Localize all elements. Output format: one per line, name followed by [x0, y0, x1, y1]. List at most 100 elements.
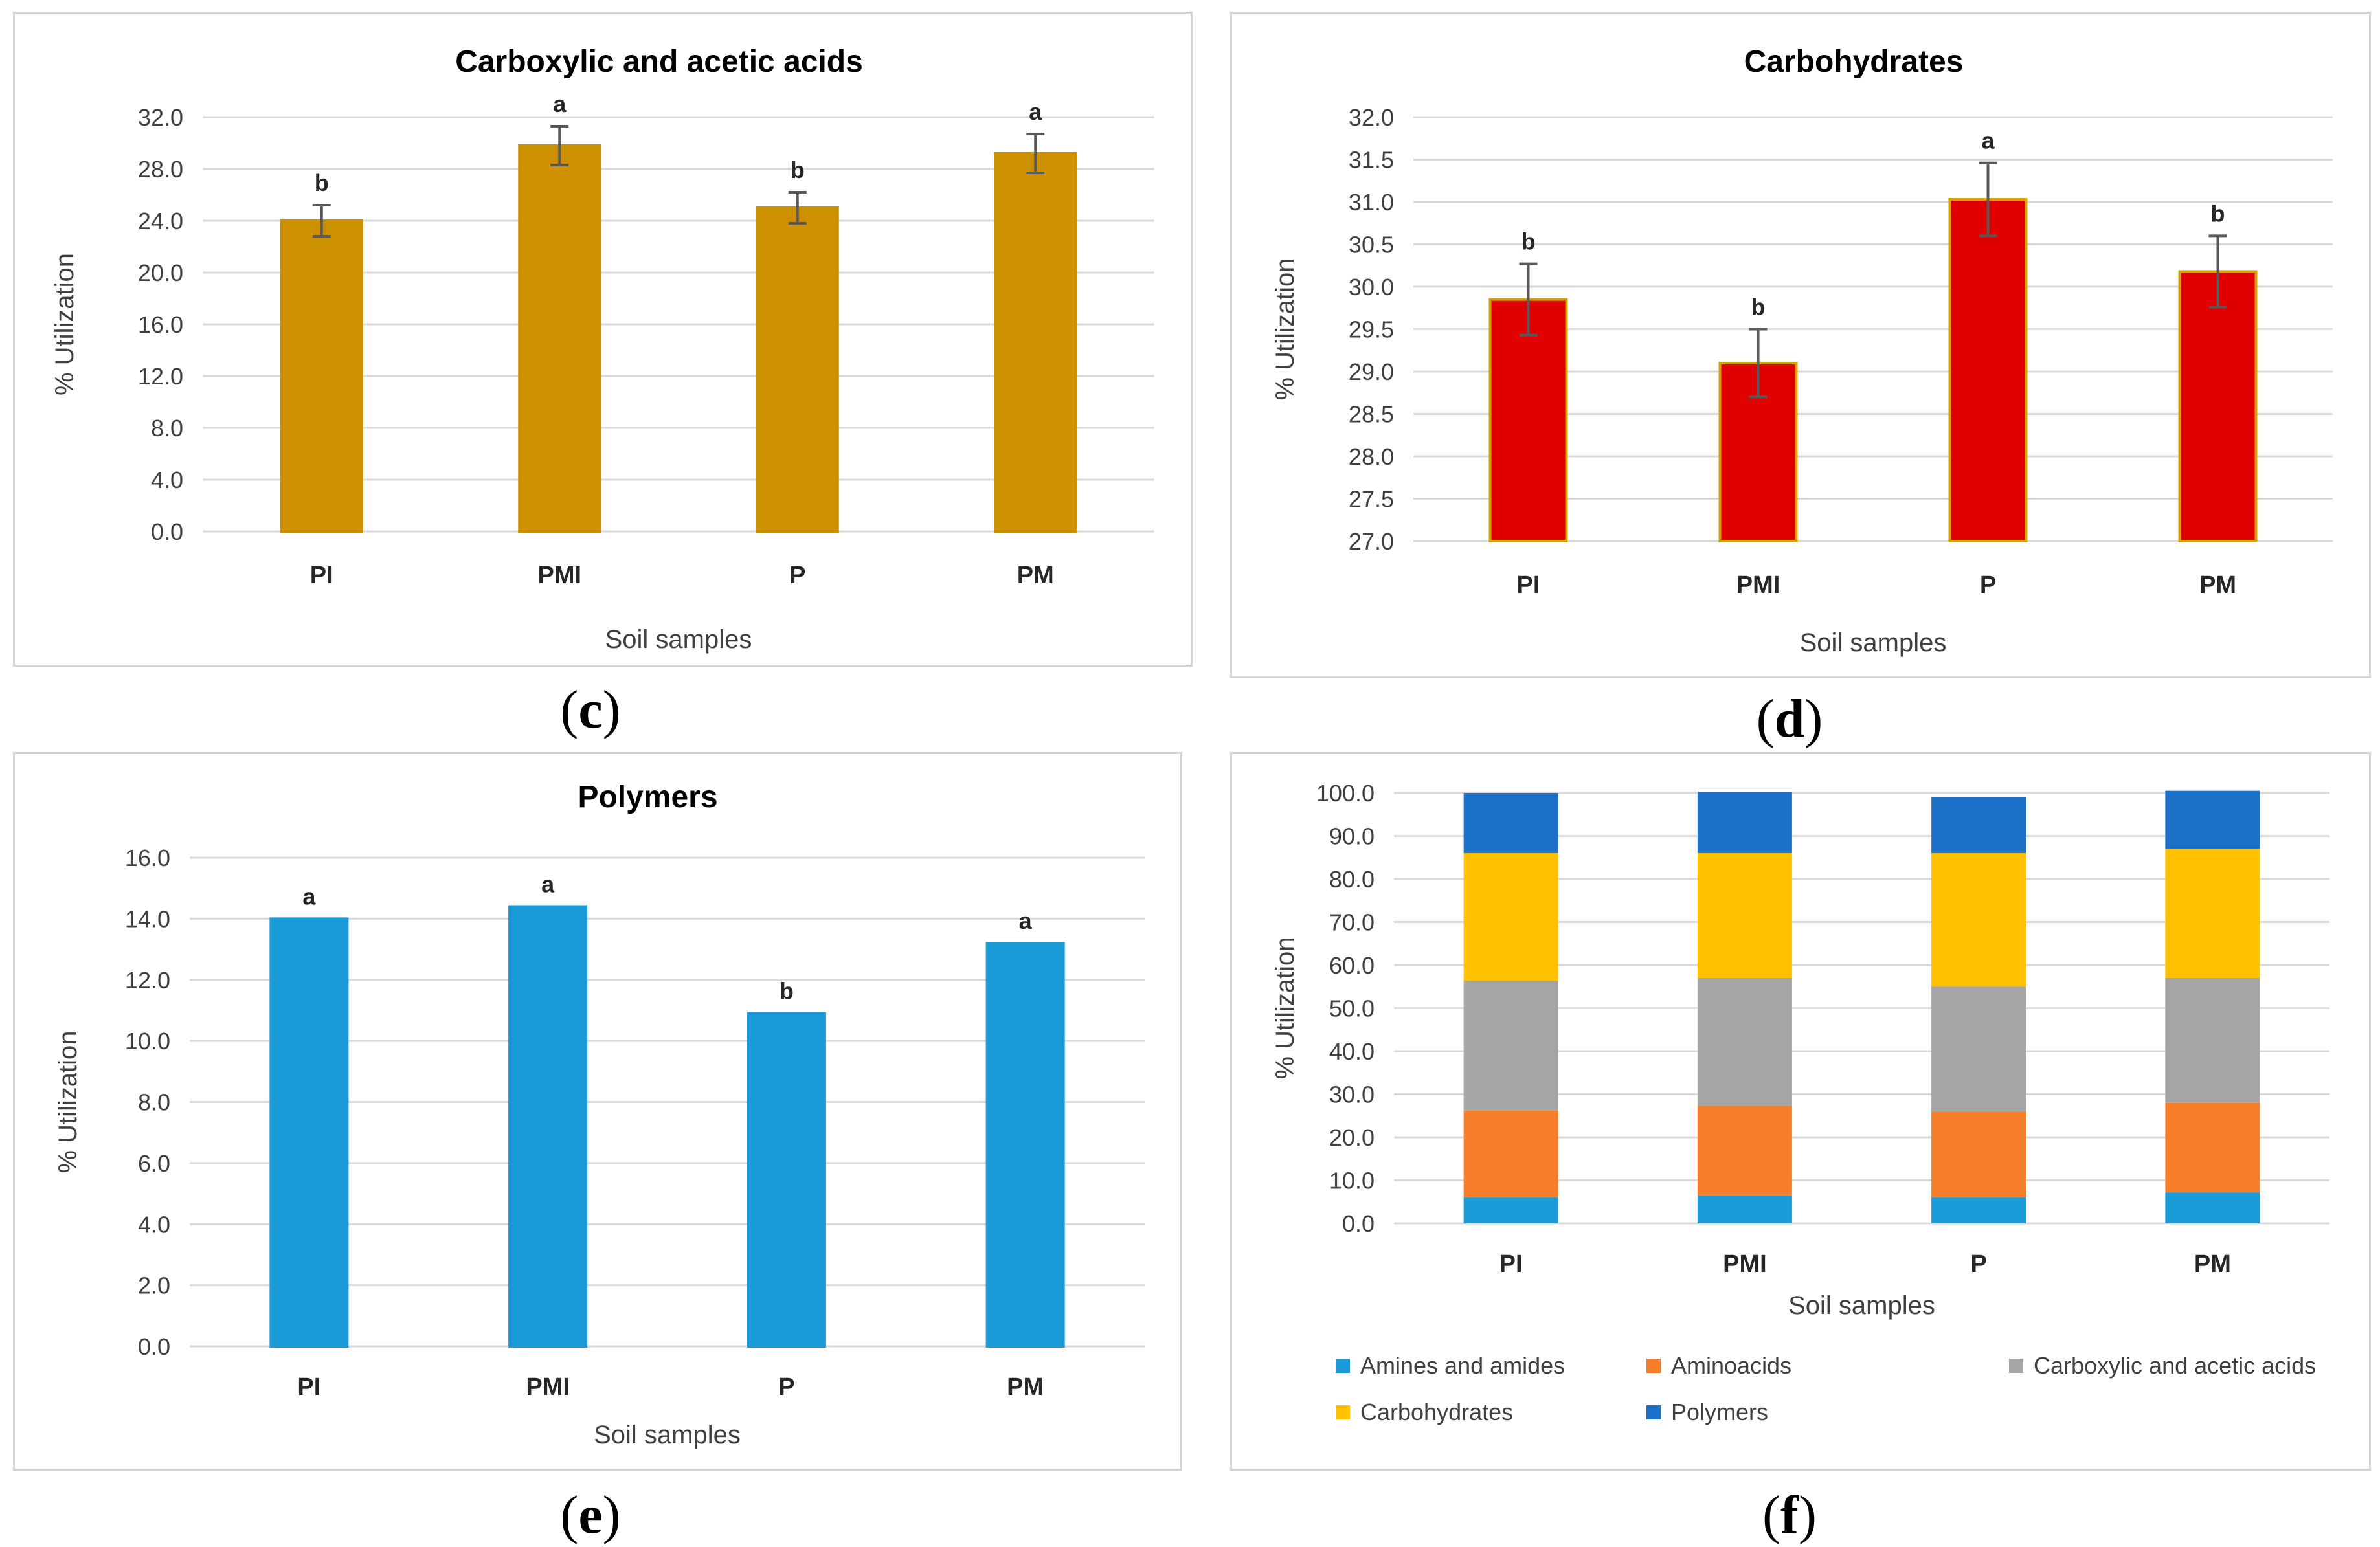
chart-c-svg: Carboxylic and acetic acids 0.0 4.0 8.0 12.0…	[51, 45, 1154, 654]
significance-label: b	[315, 170, 329, 196]
legend-swatch	[1646, 1359, 1661, 1373]
y-tick-label: 8.0	[151, 415, 183, 441]
y-axis-label: % Utilization	[54, 1030, 82, 1173]
significance-label: a	[553, 91, 567, 117]
legend-label: Amines and amides	[1360, 1352, 1565, 1379]
bar	[269, 917, 349, 1348]
y-tick-label: 28.0	[1349, 443, 1394, 470]
bar	[518, 144, 601, 533]
stacked-bar-segment	[1463, 853, 1558, 981]
significance-label: b	[2211, 200, 2225, 227]
x-tick-label: PMI	[1723, 1251, 1767, 1278]
x-axis-label: Soil samples	[1788, 1291, 1935, 1320]
y-tick-label: 10.0	[125, 1028, 170, 1054]
y-tick-label: 0.0	[138, 1333, 170, 1360]
x-tick-label: PI	[310, 562, 333, 589]
y-axis-label: % Utilization	[51, 253, 79, 395]
caption-d: (d)	[1756, 689, 1823, 749]
y-tick-label: 40.0	[1329, 1038, 1375, 1065]
y-tick-label: 70.0	[1329, 909, 1375, 936]
y-tick-label: 29.5	[1349, 317, 1394, 343]
chart-title: Carbohydrates	[1744, 45, 1964, 79]
stacked-bar-segment	[1697, 792, 1792, 854]
x-axis-label: Soil samples	[1800, 629, 1947, 657]
stacked-bar-segment	[1931, 986, 2026, 1112]
significance-label: b	[1521, 228, 1536, 255]
chart-panel-c: Carboxylic and acetic acids 0.0 4.0 8.0 12.0…	[13, 12, 1193, 667]
stacked-bar-segment	[2165, 977, 2260, 1103]
significance-label: b	[1751, 294, 1766, 320]
y-tick-label: 4.0	[151, 467, 183, 493]
bar	[2178, 270, 2258, 542]
y-tick-label: 100.0	[1316, 780, 1375, 807]
x-tick-label: P	[778, 1374, 794, 1401]
y-tick-label: 12.0	[125, 967, 170, 994]
stacked-bar-segment	[1463, 1197, 1558, 1223]
y-tick-label: 0.0	[1342, 1210, 1375, 1237]
bar	[1948, 198, 2028, 542]
x-tick-label: PM	[1007, 1374, 1044, 1401]
chart-d-svg: Carbohydrates 27.0 27.5 28.0 28.5 29.0 29.5 30.…	[1271, 45, 2333, 657]
legend-label: Polymers	[1671, 1399, 1768, 1425]
y-tick-label: 80.0	[1329, 866, 1375, 893]
y-tick-label: 30.5	[1349, 232, 1394, 258]
legend-swatch	[1646, 1405, 1661, 1419]
x-axis-label: Soil samples	[605, 625, 752, 654]
y-tick-label: 20.0	[138, 260, 183, 286]
stacked-bar-segment	[1697, 1195, 1792, 1223]
y-tick-label: 20.0	[1329, 1124, 1375, 1151]
significance-label: a	[1981, 128, 1995, 154]
bar	[508, 905, 588, 1348]
y-tick-label: 8.0	[138, 1089, 170, 1116]
stacked-bar-segment	[2165, 1192, 2260, 1223]
y-tick-label: 32.0	[138, 104, 183, 131]
y-tick-label: 27.0	[1349, 528, 1394, 555]
y-tick-label: 32.0	[1349, 104, 1394, 131]
x-tick-label: PI	[1499, 1251, 1523, 1278]
stacked-bar-segment	[1463, 980, 1558, 1111]
significance-label: a	[1029, 98, 1042, 125]
legend-label: Carboxylic and acetic acids	[2034, 1352, 2316, 1379]
x-tick-label: PMI	[526, 1374, 570, 1401]
y-tick-label: 0.0	[151, 518, 183, 545]
y-tick-label: 50.0	[1329, 996, 1375, 1022]
x-tick-label: PMI	[1736, 572, 1780, 599]
y-tick-label: 12.0	[138, 363, 183, 390]
significance-label: a	[541, 871, 555, 898]
chart-panel-d: Carbohydrates 27.0 27.5 28.0 28.5 29.0 29.5 30.…	[1230, 12, 2371, 678]
stacked-bar-segment	[1697, 1106, 1792, 1196]
x-tick-label: P	[1970, 1251, 1986, 1278]
y-tick-label: 4.0	[138, 1211, 170, 1238]
significance-label: b	[780, 978, 794, 1005]
y-tick-label: 27.5	[1349, 486, 1394, 513]
x-tick-label: PMI	[537, 562, 581, 589]
y-tick-label: 31.5	[1349, 147, 1394, 173]
y-tick-label: 90.0	[1329, 823, 1375, 850]
y-tick-label: 6.0	[138, 1150, 170, 1177]
y-tick-label: 30.0	[1329, 1082, 1375, 1108]
x-tick-label: PM	[2194, 1251, 2231, 1278]
y-tick-label: 28.5	[1349, 401, 1394, 428]
significance-label: b	[791, 157, 805, 183]
x-axis-label: Soil samples	[594, 1421, 741, 1449]
bar	[280, 219, 363, 533]
y-tick-label: 28.0	[138, 156, 183, 183]
legend-label: Carbohydrates	[1360, 1399, 1513, 1425]
bar	[756, 206, 839, 533]
x-tick-label: P	[1980, 572, 1996, 599]
y-tick-label: 29.0	[1349, 359, 1394, 385]
chart-title: Polymers	[578, 780, 717, 814]
significance-label: a	[1019, 907, 1033, 934]
chart-panel-f: 0.0 10.0 20.0 30.0 40.0 50.0 60.0 70.0 80.0 90.0 1…	[1230, 752, 2371, 1471]
bar	[994, 152, 1077, 533]
chart-e-svg: Polymers 0.0 2.0 4.0 6.0 8.0 10.0 12.0 14.0 16.0%…	[54, 780, 1145, 1449]
x-tick-label: PI	[297, 1374, 320, 1401]
stacked-bar-segment	[1697, 977, 1792, 1106]
stacked-bar-segment	[2165, 790, 2260, 849]
y-tick-label: 60.0	[1329, 952, 1375, 979]
y-tick-label: 16.0	[138, 311, 183, 338]
y-axis-label: % Utilization	[1271, 258, 1299, 400]
stacked-bar-segment	[1931, 1197, 2026, 1223]
x-tick-label: P	[789, 562, 805, 589]
x-tick-label: PI	[1517, 572, 1540, 599]
